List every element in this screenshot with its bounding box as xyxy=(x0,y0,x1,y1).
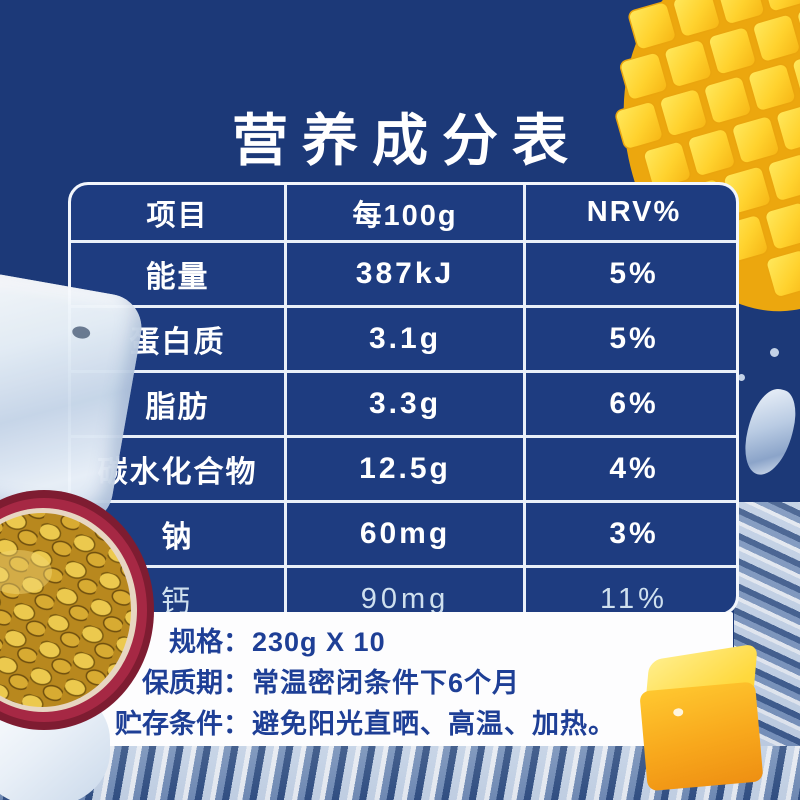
row-sodium-value: 60mg xyxy=(287,503,523,565)
bubble-icon xyxy=(738,374,745,381)
row-calcium-nrv: 11% xyxy=(526,568,736,613)
row-protein-nrv: 5% xyxy=(526,308,736,370)
column-header-item: 项目 xyxy=(71,185,284,240)
info-label-shelf-life: 保质期： xyxy=(142,668,250,698)
info-panel: 规格： 230g X 10 保质期： 常温密闭条件下6个月 贮存条件： 避免阳光… xyxy=(68,612,733,748)
row-carbohydrate-name: 碳水化合物 xyxy=(71,438,284,500)
row-fat-name: 脂肪 xyxy=(71,373,284,435)
row-sodium-nrv: 3% xyxy=(526,503,736,565)
row-energy-name: 能量 xyxy=(71,243,284,305)
bubble-icon xyxy=(770,348,779,357)
row-energy-value: 387kJ xyxy=(287,243,523,305)
row-fat-nrv: 6% xyxy=(526,373,736,435)
water-texture-right xyxy=(734,502,800,800)
info-label-storage: 贮存条件： xyxy=(115,709,250,739)
row-carbohydrate-value: 12.5g xyxy=(287,438,523,500)
column-header-nrv: NRV% xyxy=(526,185,736,240)
row-sodium-name: 钠 xyxy=(71,503,284,565)
page-title: 营养成分表 xyxy=(232,109,582,172)
row-carbohydrate-nrv: 4% xyxy=(526,438,736,500)
info-value-shelf-life: 常温密闭条件下6个月 xyxy=(252,668,521,698)
row-fat-value: 3.3g xyxy=(287,373,523,435)
info-value-storage: 避免阳光直晒、高温、加热。 xyxy=(252,709,616,739)
info-label-spec: 规格： xyxy=(169,627,250,657)
row-protein-value: 3.1g xyxy=(287,308,523,370)
column-header-per100g: 每100g xyxy=(287,185,523,240)
row-calcium-value: 90mg xyxy=(287,568,523,613)
water-splash-icon xyxy=(738,383,800,481)
row-energy-nrv: 5% xyxy=(526,243,736,305)
water-texture-bottom xyxy=(0,746,800,800)
row-protein-name: 蛋白质 xyxy=(71,308,284,370)
nutrition-table: 项目 每100g NRV% 能量 387kJ 5% 蛋白质 3.1g 5% 脂肪… xyxy=(68,182,739,616)
info-value-spec: 230g X 10 xyxy=(252,627,386,657)
row-calcium-name: 钙 xyxy=(71,568,284,613)
product-info: 规格： 230g X 10 保质期： 常温密闭条件下6个月 贮存条件： 避免阳光… xyxy=(98,622,698,745)
